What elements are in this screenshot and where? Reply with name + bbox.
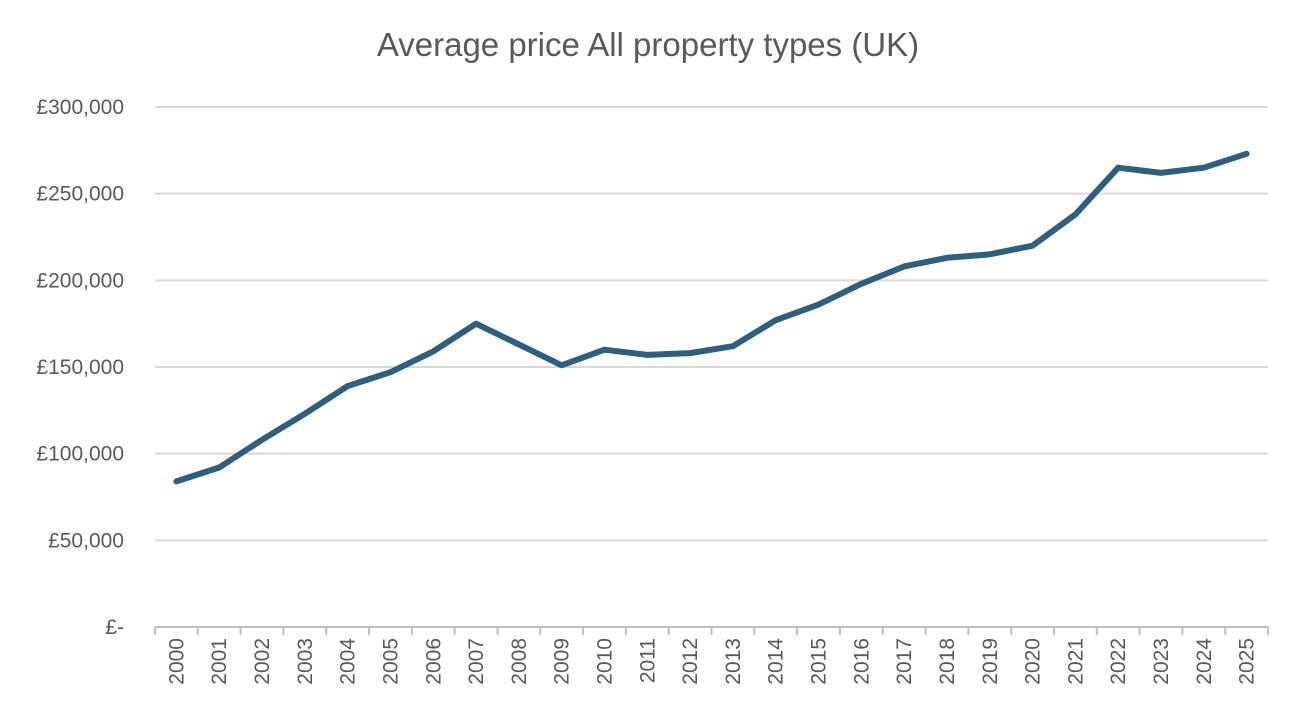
y-tick-label: £250,000 [36, 183, 124, 206]
x-tick-label: 2022 [1107, 638, 1130, 685]
series-group [173, 150, 1250, 485]
x-tick-label: 2021 [1064, 638, 1087, 685]
x-tick-label: 2008 [508, 638, 531, 685]
x-tick-label: 2019 [979, 638, 1002, 685]
x-tick-label: 2006 [422, 638, 445, 685]
x-tick-label: 2002 [251, 638, 274, 685]
x-tick-label: 2024 [1193, 638, 1216, 685]
x-tick-label: 2025 [1236, 638, 1259, 685]
x-tick-label: 2017 [893, 638, 916, 685]
x-tick-label: 2018 [936, 638, 959, 685]
x-tick-label: 2007 [465, 638, 488, 685]
y-tick-label: £200,000 [36, 269, 124, 292]
x-tick-label: 2009 [551, 638, 574, 685]
x-tick-label: 2000 [165, 638, 188, 685]
x-tick-label: 2012 [679, 638, 702, 685]
y-tick-label: £100,000 [36, 443, 124, 466]
x-tick-label: 2011 [636, 638, 659, 683]
x-tick-label: 2023 [1150, 638, 1173, 685]
y-tick-label: £150,000 [36, 356, 124, 379]
x-tick-label: 2005 [379, 638, 402, 685]
x-tick-label: 2020 [1022, 638, 1045, 685]
x-tick-label: 2001 [208, 638, 231, 685]
x-tick-label: 2013 [722, 638, 745, 685]
y-axis-tick-labels: £- £50,000 £100,000 £150,000 £200,000 £250,00… [36, 96, 124, 639]
x-tick-label: 2003 [294, 638, 317, 685]
x-axis [154, 626, 1269, 635]
y-tick-label: £300,000 [36, 96, 124, 119]
series-line [173, 150, 1250, 485]
x-axis-tick-labels: 2000 2001 2002 2003 2004 2005 2006 2007 2008 2009… [165, 638, 1258, 685]
x-tick-label: 2004 [337, 638, 360, 685]
x-tick-label: 2016 [850, 638, 873, 685]
y-tick-label: £50,000 [48, 529, 124, 552]
x-tick-label: 2015 [808, 638, 831, 685]
gridlines [155, 106, 1268, 542]
x-tick-label: 2014 [765, 638, 788, 685]
y-tick-label: £- [105, 616, 124, 639]
x-tick-label: 2010 [593, 638, 616, 685]
chart-title: Average price All property types (UK) [376, 26, 920, 63]
